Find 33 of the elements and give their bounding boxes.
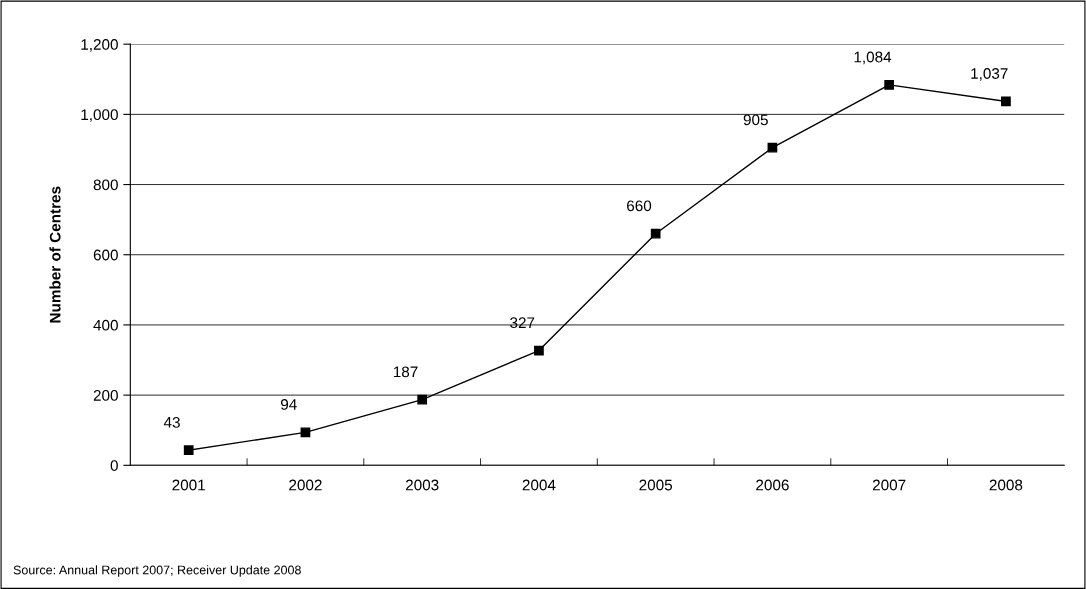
source-note: Source: Annual Report 2007; Receiver Update 2008: [13, 565, 301, 577]
x-tick-label: 2008: [989, 479, 1023, 491]
point: [650, 228, 661, 239]
point: [300, 427, 311, 438]
point: [183, 445, 194, 456]
x-tick-label: 2002: [289, 479, 322, 491]
x-tick-label: 2005: [639, 479, 673, 491]
y-tick-label: 600: [93, 249, 118, 261]
data-label: 94: [280, 399, 297, 410]
point: [884, 80, 895, 90]
y-tick-label: 400: [93, 319, 118, 331]
point: [1001, 96, 1011, 107]
data-label: 905: [743, 114, 768, 126]
point: [767, 142, 778, 153]
y-tick-label: 800: [93, 179, 118, 191]
x-tick-label: 2003: [405, 479, 439, 491]
x-tick-label: 2007: [872, 479, 906, 491]
x-tick-label: 2004: [522, 479, 556, 491]
y-tick-label: 1,000: [81, 109, 118, 122]
data-label: 1,084: [854, 51, 892, 65]
data-label: 660: [627, 200, 652, 212]
data-label: 1,037: [971, 68, 1008, 81]
y-tick-label: 200: [93, 389, 118, 401]
x-tick-label: 2006: [756, 479, 789, 491]
y-tick-label: 0: [110, 460, 118, 471]
point: [534, 345, 544, 356]
point: [417, 394, 428, 405]
data-label: 43: [163, 416, 180, 428]
data-label: 187: [393, 366, 418, 378]
y-tick-label: 1,200: [81, 39, 118, 52]
data-label: 327: [510, 317, 535, 329]
x-tick-label: 2001: [172, 479, 205, 491]
y-axis-title: Number of Centres: [49, 186, 61, 323]
